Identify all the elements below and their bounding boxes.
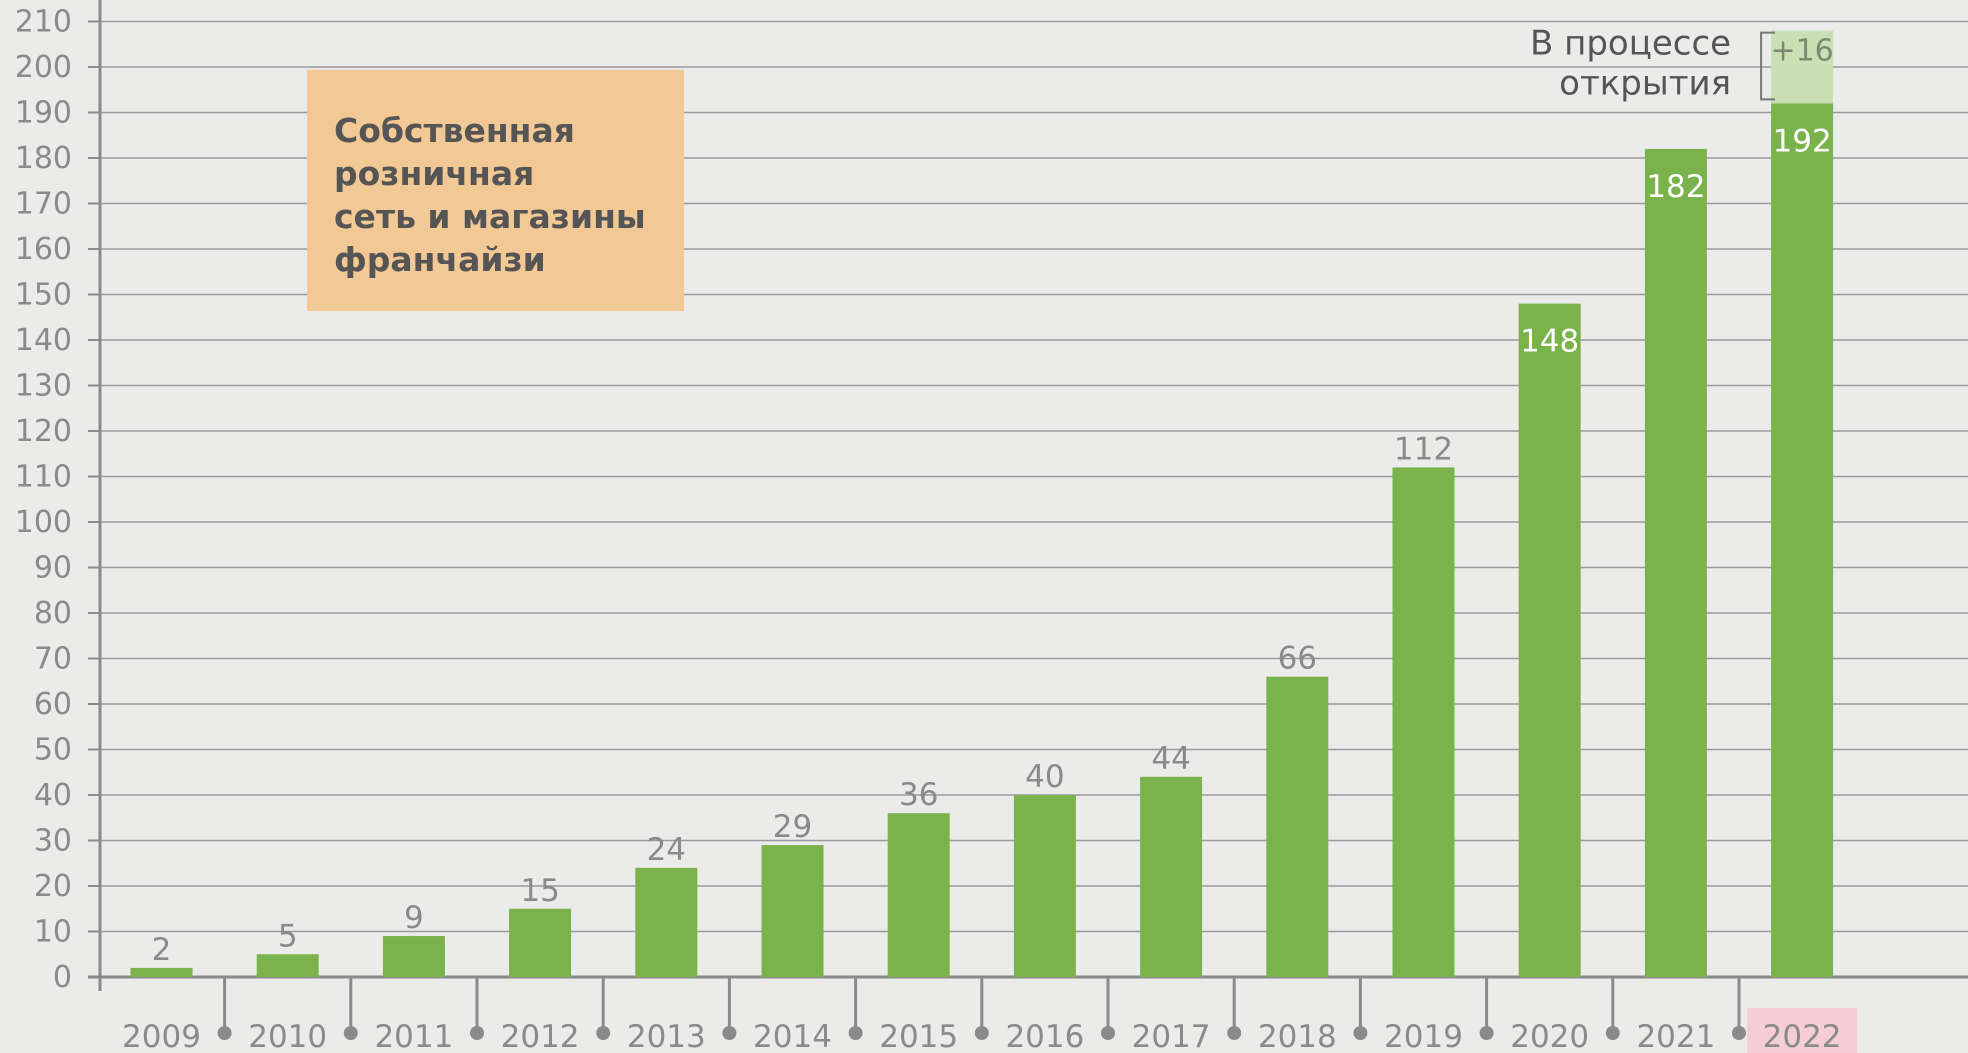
- y-tick-label: 120: [15, 414, 72, 449]
- highlight-year-box: [1747, 1008, 1858, 1053]
- y-tick-label: 0: [53, 960, 72, 995]
- bar-2013: [635, 867, 698, 977]
- data-label-2016: 40: [1025, 759, 1064, 795]
- legend-line: розничная: [334, 154, 534, 193]
- bar-2015: [887, 813, 950, 977]
- y-tick-label: 130: [15, 369, 72, 404]
- data-label-2020: 148: [1520, 324, 1579, 360]
- x-tick-label: 2021: [1636, 1019, 1715, 1053]
- y-tick-label: 210: [15, 5, 72, 40]
- x-tick-label: 2009: [122, 1019, 201, 1053]
- data-label-2019: 112: [1394, 431, 1453, 467]
- bar-2016: [1013, 795, 1076, 977]
- x-separator-dot: [596, 1026, 611, 1040]
- x-separator-dot: [1732, 1026, 1746, 1040]
- x-separator-dot: [1101, 1026, 1115, 1040]
- x-separator-dot: [1605, 1026, 1620, 1040]
- y-tick-label: 170: [15, 187, 72, 222]
- x-tick-label: 2013: [627, 1019, 706, 1053]
- y-tick-label: 30: [34, 824, 72, 859]
- pending-note-line: В процессе: [1530, 24, 1731, 64]
- bar-2010: [256, 954, 319, 977]
- legend-box: [307, 70, 684, 311]
- y-tick-label: 150: [15, 278, 72, 313]
- pending-label: +16: [1770, 34, 1833, 69]
- x-tick-label: 2020: [1510, 1019, 1589, 1053]
- legend-line: сеть и магазины: [334, 197, 646, 236]
- y-tick-label: 20: [34, 869, 72, 904]
- bar-2017: [1140, 776, 1203, 977]
- data-label-2010: 5: [278, 918, 298, 954]
- x-separator-dot: [217, 1026, 232, 1040]
- x-tick-label: 2012: [501, 1019, 580, 1053]
- pending-bracket: [1760, 31, 1776, 101]
- x-separator-dot: [848, 1026, 863, 1040]
- x-separator-dot: [1479, 1026, 1494, 1040]
- bar-2018: [1266, 676, 1329, 977]
- y-tick-label: 140: [15, 323, 72, 358]
- x-separator-dot: [974, 1026, 989, 1040]
- data-label-2009: 2: [152, 932, 172, 968]
- y-tick-label: 160: [15, 232, 72, 267]
- y-tick-label: 90: [34, 551, 72, 586]
- x-tick-label: 2015: [879, 1019, 958, 1053]
- bar-2020: [1518, 303, 1581, 978]
- bar-2012: [509, 908, 572, 977]
- x-separator-dot: [1353, 1026, 1368, 1040]
- x-separator-dot: [343, 1026, 358, 1040]
- data-label-2018: 66: [1278, 641, 1317, 677]
- data-label-2022: 192: [1773, 123, 1832, 159]
- bar-2022: [1771, 103, 1834, 977]
- x-tick-label: 2010: [248, 1019, 327, 1053]
- y-tick-label: 200: [15, 50, 72, 85]
- pending-segment: [1771, 30, 1834, 104]
- x-tick-label: 2016: [1005, 1019, 1084, 1053]
- bar-2009: [130, 967, 193, 977]
- pending-note-line: открытия: [1559, 64, 1731, 104]
- data-label-2013: 24: [647, 832, 686, 868]
- y-tick-label: 190: [15, 96, 72, 131]
- data-label-2012: 15: [520, 873, 559, 909]
- bar-2014: [761, 845, 824, 977]
- data-label-2014: 29: [773, 809, 812, 845]
- y-tick-label: 40: [34, 778, 72, 813]
- y-tick-label: 70: [34, 642, 72, 677]
- x-tick-label: 2011: [374, 1019, 453, 1053]
- x-tick-label: 2022: [1763, 1019, 1842, 1053]
- bar-2011: [382, 936, 445, 977]
- x-tick-label: 2017: [1132, 1019, 1211, 1053]
- y-tick-label: 50: [34, 733, 72, 768]
- y-tick-label: 100: [15, 505, 72, 540]
- y-tick-label: 60: [34, 687, 72, 722]
- x-tick-label: 2018: [1258, 1019, 1337, 1053]
- y-tick-label: 110: [15, 460, 72, 495]
- x-separator-dot: [1227, 1026, 1242, 1040]
- data-label-2017: 44: [1151, 741, 1190, 777]
- legend-line: франчайзи: [334, 240, 546, 279]
- bar-2021: [1644, 148, 1707, 977]
- data-label-2015: 36: [899, 777, 938, 813]
- y-tick-label: 80: [34, 596, 72, 631]
- x-tick-label: 2019: [1384, 1019, 1463, 1053]
- y-tick-label: 10: [34, 915, 72, 950]
- bar-2019: [1392, 467, 1455, 977]
- x-separator-dot: [470, 1026, 484, 1040]
- legend-line: Собственная: [334, 111, 575, 150]
- x-separator-dot: [722, 1026, 737, 1040]
- data-label-2021: 182: [1646, 169, 1705, 205]
- x-tick-label: 2014: [753, 1019, 832, 1053]
- data-label-2011: 9: [404, 900, 424, 936]
- y-tick-label: 180: [15, 141, 72, 176]
